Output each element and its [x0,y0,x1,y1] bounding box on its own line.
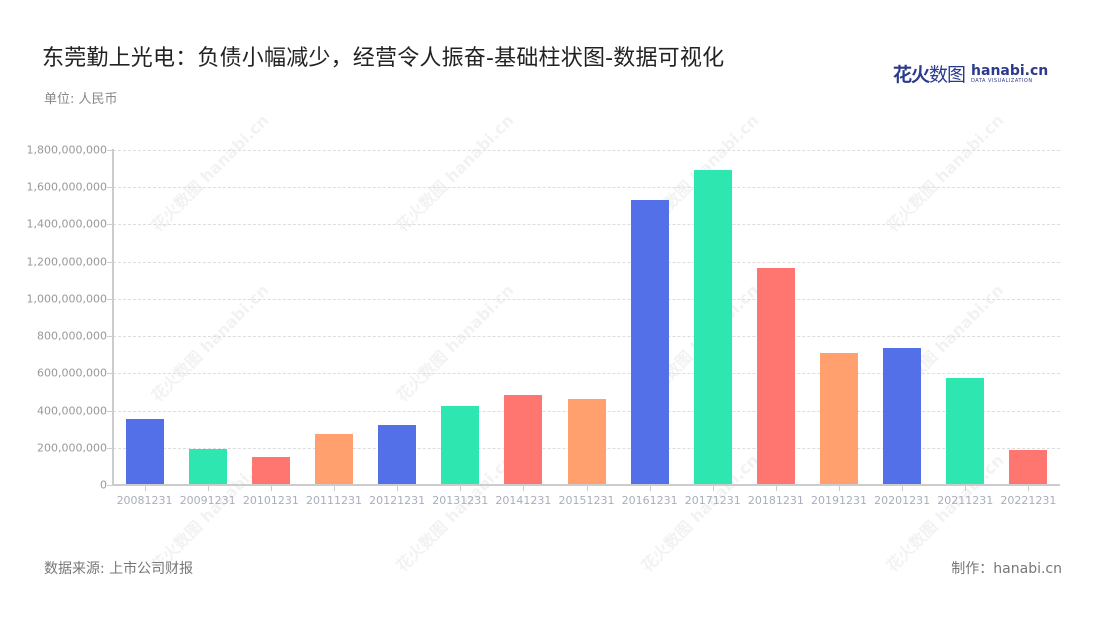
x-tick-label: 20191231 [811,494,868,507]
logo-en: hanabi.cn DATA VISUALIZATION [971,62,1049,84]
y-tick-label: 200,000,000 [37,441,107,455]
watermark: 花火数图 hanabi.cn [147,280,273,406]
logo-cn: 花火数图 [893,64,966,86]
x-tick-label: 20211231 [937,494,994,507]
x-tick-mark [650,486,651,491]
x-tick-label: 20161231 [621,494,678,507]
data-source: 数据来源: 上市公司财报 [44,561,194,577]
x-tick-mark [587,486,588,491]
bar[interactable] [693,170,732,485]
x-tick-mark [145,486,146,491]
x-tick-mark [965,486,966,491]
bar[interactable] [630,199,669,485]
bar[interactable] [567,399,606,485]
x-tick-mark [271,486,272,491]
x-tick-mark [902,486,903,491]
x-tick-mark [523,486,524,491]
y-tick-mark [107,187,113,188]
y-tick-mark [107,299,113,300]
y-tick-label: 1,400,000,000 [26,217,107,231]
y-tick-label: 400,000,000 [37,404,107,418]
bar[interactable] [188,448,227,485]
chart-title: 东莞勤上光电：负债小幅减少，经营令人振奋-基础柱状图-数据可视化 [42,46,725,71]
y-tick-label: 1,200,000,000 [26,255,107,269]
y-tick-label: 0 [100,478,107,492]
x-tick-label: 20111231 [305,494,362,507]
watermark: 花火数图 hanabi.cn [392,110,518,236]
x-tick-mark [334,486,335,491]
bar[interactable] [1009,450,1048,485]
x-tick-label: 20201231 [874,494,931,507]
watermark: 花火数图 hanabi.cn [882,110,1008,236]
x-tick-mark [208,486,209,491]
y-tick-label: 1,800,000,000 [26,143,107,157]
x-tick-label: 20221231 [1000,494,1057,507]
x-tick-mark [460,486,461,491]
x-tick-mark [839,486,840,491]
y-tick-mark [107,485,113,486]
bar[interactable] [504,394,543,485]
y-tick-label: 800,000,000 [37,329,107,343]
brand-logo: 花火数图 hanabi.cn DATA VISUALIZATION [893,60,1048,87]
x-tick-mark [713,486,714,491]
gridline [113,224,1060,225]
gridline [113,262,1060,263]
gridline [113,336,1060,337]
bar[interactable] [378,425,417,485]
gridline [113,187,1060,188]
y-tick-mark [107,336,113,337]
x-tick-label: 20101231 [242,494,299,507]
unit-label: 单位: 人民币 [44,92,118,107]
bar[interactable] [251,457,290,485]
gridline [113,150,1060,151]
y-tick-label: 600,000,000 [37,366,107,380]
y-tick-mark [107,224,113,225]
bar[interactable] [756,268,795,485]
y-tick-mark [107,262,113,263]
y-tick-mark [107,150,113,151]
bar[interactable] [820,352,859,485]
gridline [113,299,1060,300]
x-tick-label: 20121231 [369,494,426,507]
y-tick-mark [107,411,113,412]
bar[interactable] [314,434,353,485]
y-tick-label: 1,000,000,000 [26,292,107,306]
bar[interactable] [441,405,480,485]
x-tick-label: 20091231 [179,494,236,507]
x-tick-label: 20151231 [558,494,615,507]
bar[interactable] [125,418,164,485]
watermark: 花火数图 hanabi.cn [147,110,273,236]
x-tick-mark [776,486,777,491]
y-axis [112,149,114,486]
bar[interactable] [946,378,985,485]
watermark: 花火数图 hanabi.cn [392,280,518,406]
x-tick-label: 20141231 [495,494,552,507]
y-tick-mark [107,373,113,374]
x-tick-label: 20081231 [116,494,173,507]
y-tick-mark [107,448,113,449]
x-tick-mark [397,486,398,491]
x-tick-label: 20131231 [432,494,489,507]
credit: 制作：hanabi.cn [951,561,1062,577]
x-tick-label: 20171231 [684,494,741,507]
x-tick-mark [1028,486,1029,491]
x-axis [112,484,1060,486]
bar[interactable] [883,347,922,485]
y-tick-label: 1,600,000,000 [26,180,107,194]
x-tick-label: 20181231 [747,494,804,507]
gridline [113,373,1060,374]
